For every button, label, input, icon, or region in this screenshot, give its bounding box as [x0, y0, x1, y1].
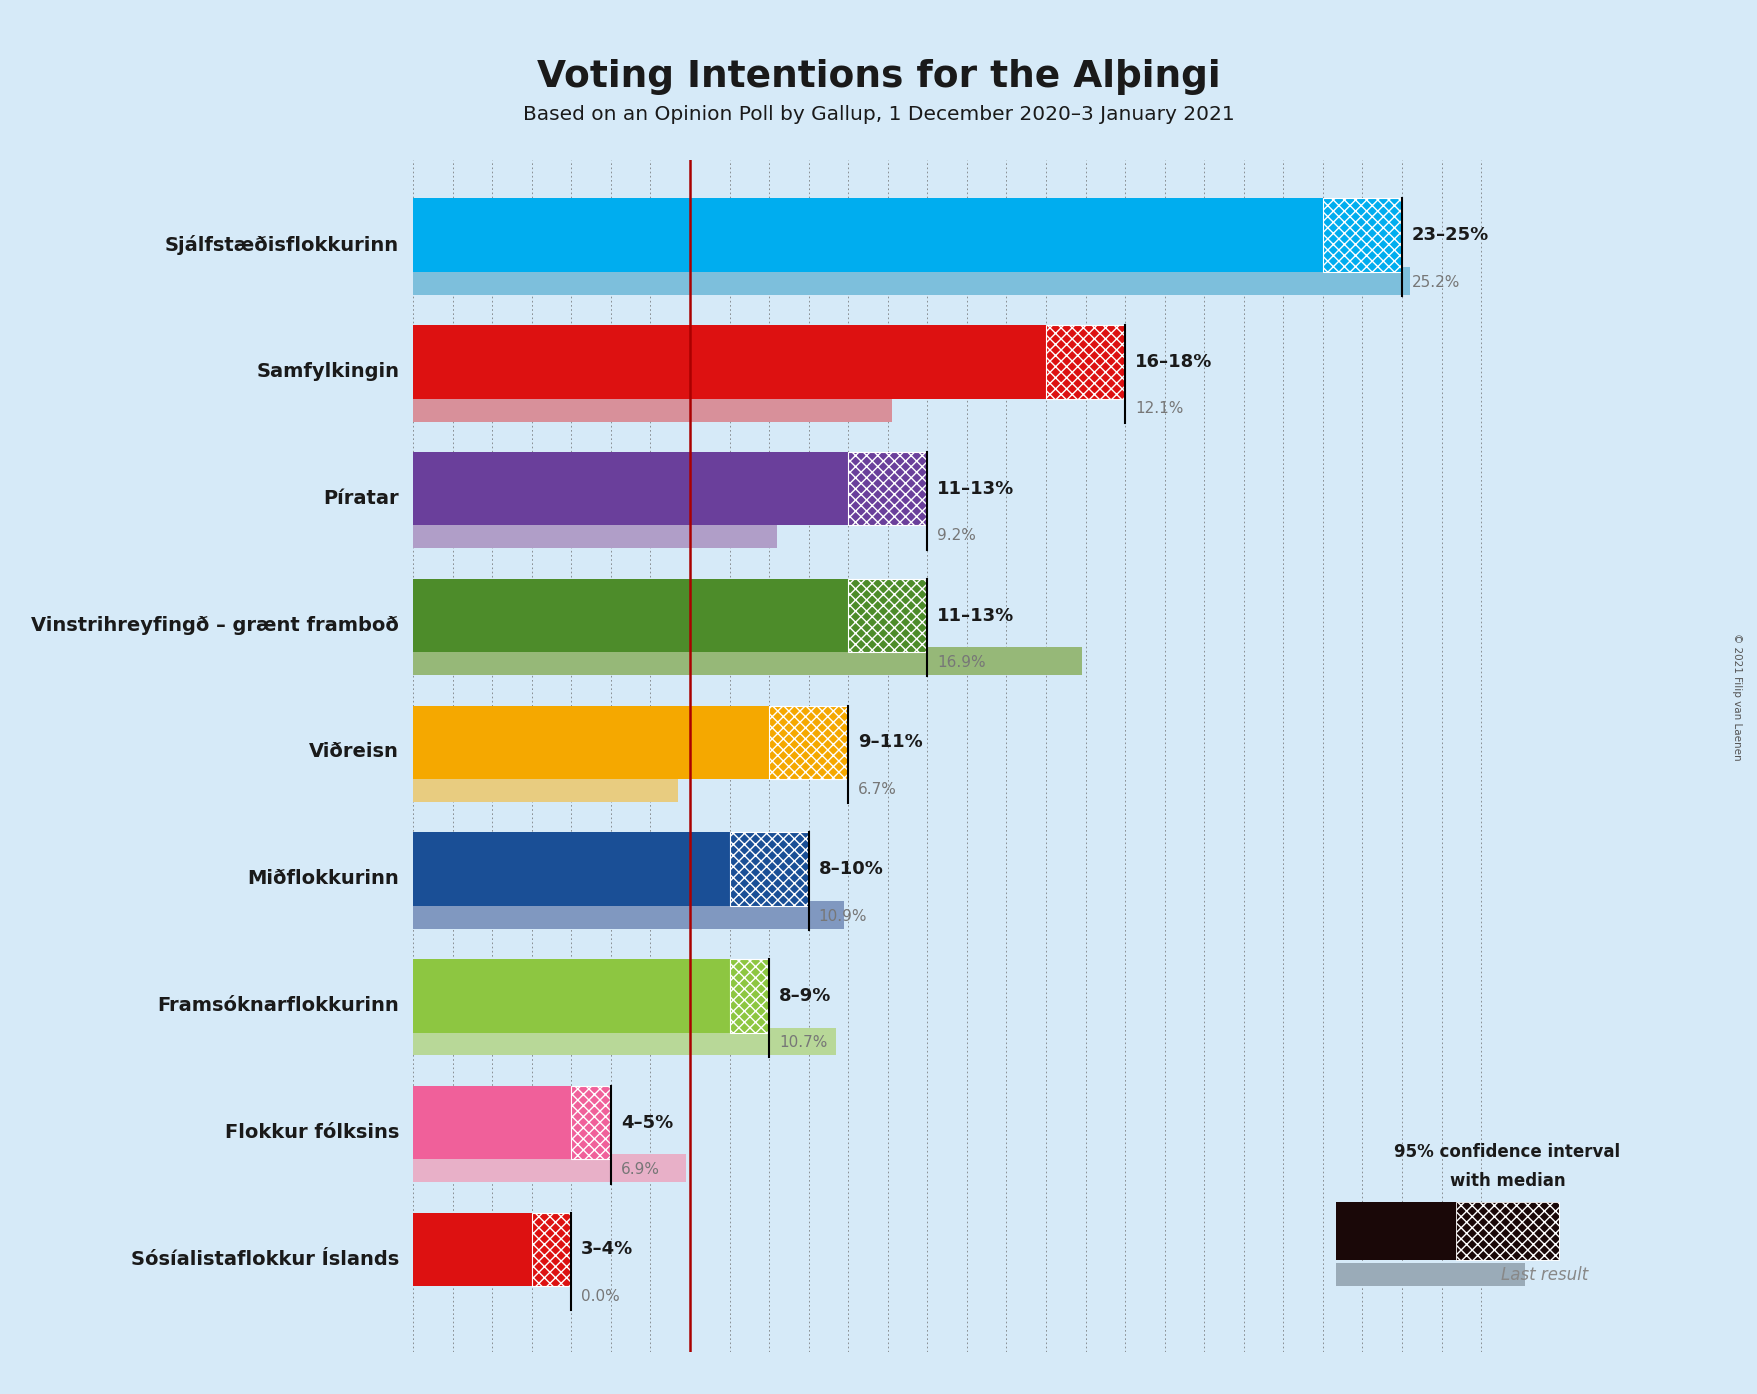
Text: 11–13%: 11–13%: [936, 480, 1014, 498]
Bar: [413, 1086, 611, 1160]
Bar: [413, 774, 678, 802]
Bar: [1455, 1202, 1558, 1260]
Bar: [1335, 1202, 1558, 1260]
Text: 11–13%: 11–13%: [936, 606, 1014, 625]
Bar: [531, 1213, 571, 1287]
Text: 10.9%: 10.9%: [819, 909, 866, 923]
Bar: [729, 832, 808, 906]
Text: 23–25%: 23–25%: [1411, 226, 1488, 244]
Bar: [413, 832, 808, 906]
Text: 6.9%: 6.9%: [620, 1163, 659, 1177]
Bar: [413, 198, 1402, 272]
Bar: [770, 705, 849, 779]
Bar: [413, 901, 843, 928]
Bar: [1045, 325, 1124, 399]
Bar: [413, 1154, 685, 1182]
Text: 8–10%: 8–10%: [819, 860, 884, 878]
Text: 9.2%: 9.2%: [936, 528, 975, 544]
Bar: [1323, 198, 1402, 272]
Text: 4–5%: 4–5%: [620, 1114, 673, 1132]
Text: Based on an Opinion Poll by Gallup, 1 December 2020–3 January 2021: Based on an Opinion Poll by Gallup, 1 De…: [524, 105, 1233, 124]
Bar: [413, 1027, 836, 1055]
Text: 12.1%: 12.1%: [1135, 401, 1182, 417]
Text: 16–18%: 16–18%: [1135, 353, 1212, 371]
Bar: [729, 959, 770, 1033]
Text: 10.7%: 10.7%: [778, 1036, 828, 1050]
Bar: [847, 452, 928, 526]
Text: 9–11%: 9–11%: [857, 733, 922, 751]
Bar: [413, 647, 1081, 675]
Text: © 2021 Filip van Laenen: © 2021 Filip van Laenen: [1731, 633, 1741, 761]
Text: 0.0%: 0.0%: [582, 1289, 620, 1303]
Bar: [413, 325, 1124, 399]
Bar: [413, 579, 928, 652]
Text: 95% confidence interval: 95% confidence interval: [1393, 1143, 1620, 1161]
Bar: [1335, 1263, 1523, 1287]
Bar: [413, 1213, 571, 1287]
Text: 16.9%: 16.9%: [936, 655, 986, 671]
Bar: [413, 520, 777, 548]
Text: with median: with median: [1450, 1172, 1564, 1190]
Bar: [571, 1086, 611, 1160]
Text: 25.2%: 25.2%: [1411, 275, 1460, 290]
Bar: [847, 579, 928, 652]
Text: Last result: Last result: [1500, 1266, 1587, 1284]
Bar: [413, 959, 770, 1033]
Bar: [413, 266, 1409, 294]
Text: 8–9%: 8–9%: [778, 987, 831, 1005]
Text: Voting Intentions for the Alþingi: Voting Intentions for the Alþingi: [538, 59, 1219, 95]
Bar: [413, 705, 847, 779]
Text: 6.7%: 6.7%: [857, 782, 896, 797]
Text: 3–4%: 3–4%: [582, 1241, 633, 1259]
Bar: [413, 452, 928, 526]
Bar: [413, 393, 891, 421]
